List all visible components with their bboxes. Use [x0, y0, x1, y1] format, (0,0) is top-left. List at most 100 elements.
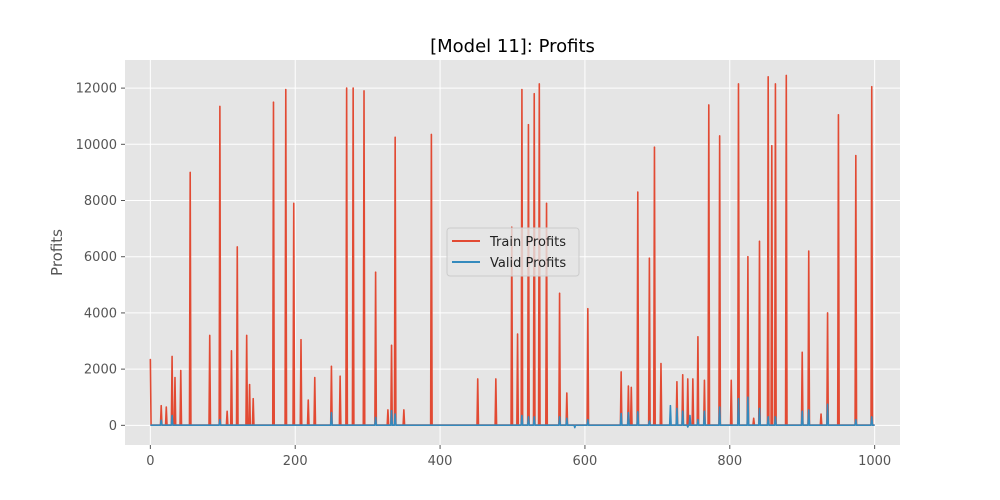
train-profits-point	[160, 405, 162, 407]
x-tick-label: 800	[717, 454, 742, 469]
legend-valid-label: Valid Profits	[490, 256, 566, 271]
train-profits-point	[375, 271, 377, 273]
train-profits-point	[566, 392, 568, 394]
train-profits-point	[403, 409, 405, 411]
train-profits-point	[747, 256, 749, 258]
train-profits-point	[272, 101, 275, 103]
train-profits-point	[687, 378, 689, 380]
valid-profits-point	[375, 416, 377, 419]
train-profits-point	[648, 257, 650, 259]
y-tick-label: 8000	[84, 194, 117, 209]
train-profits-point	[871, 86, 873, 88]
train-profits-point	[307, 399, 309, 401]
valid-profits-point	[703, 410, 706, 412]
valid-profits-point	[171, 414, 173, 417]
train-profits-point	[719, 135, 721, 137]
train-profits-point	[855, 154, 857, 157]
x-tick-label: 400	[428, 454, 453, 469]
train-profits-point	[771, 145, 773, 147]
train-profits-point	[165, 406, 167, 408]
train-profits-point	[697, 336, 699, 338]
train-profits-point	[627, 385, 629, 387]
train-profits-point	[495, 378, 497, 380]
valid-profits-point	[160, 419, 162, 421]
train-profits-point	[226, 410, 228, 412]
train-profits-point	[533, 93, 535, 95]
valid-profits-point	[394, 413, 396, 415]
train-profits-point	[558, 292, 561, 294]
train-profits-point	[363, 90, 365, 92]
valid-profits-point	[620, 412, 622, 415]
y-tick-label: 2000	[84, 363, 117, 378]
y-axis-ticks: 0 2000 4000 6000 8000 10000 12000	[76, 82, 125, 434]
valid-profits-point	[648, 420, 650, 422]
train-profits-point	[730, 379, 732, 381]
train-profits-point	[252, 398, 254, 400]
train-profits-point	[394, 136, 396, 138]
valid-profits-point	[801, 410, 803, 412]
valid-profits-point	[627, 412, 629, 414]
train-profits-point	[774, 83, 777, 85]
train-profits-point	[837, 114, 840, 116]
train-profits-point	[637, 191, 639, 193]
x-tick-label: 600	[573, 454, 598, 469]
train-profits-point	[346, 87, 348, 89]
train-profits-point	[753, 417, 755, 419]
valid-profits-point	[574, 426, 576, 429]
valid-profits-point	[219, 419, 221, 421]
valid-profits-point	[871, 416, 873, 418]
train-profits-point	[767, 76, 769, 78]
valid-profits-point	[637, 411, 639, 413]
valid-profits-point	[855, 419, 857, 421]
train-profits-point	[390, 344, 393, 346]
series-lines	[149, 74, 875, 429]
train-profits-point	[820, 413, 822, 415]
train-profits-point	[387, 409, 389, 411]
train-profits-point	[708, 104, 710, 106]
valid-profits-point	[330, 412, 333, 414]
train-profits-point	[171, 355, 173, 358]
train-profits-point	[246, 334, 248, 336]
x-tick-label: 1000	[858, 454, 891, 469]
chart-title: [Model 11]: Profits	[430, 36, 595, 57]
train-profits-point	[174, 376, 176, 379]
train-profits-point	[703, 379, 706, 381]
train-profits-point	[248, 383, 251, 386]
train-profits-point	[758, 240, 761, 242]
train-profits-point	[737, 83, 740, 85]
valid-profits-point	[676, 407, 678, 410]
train-profits-point	[660, 362, 662, 365]
train-profits-point	[527, 124, 530, 126]
train-profits-point	[189, 171, 191, 174]
valid-profits-point	[747, 396, 749, 398]
train-profits-point	[653, 146, 656, 148]
train-profits-point	[330, 365, 333, 367]
valid-profits-point	[689, 414, 691, 417]
y-tick-label: 6000	[84, 250, 117, 265]
train-profits-point	[785, 74, 787, 77]
valid-profits-point	[826, 403, 829, 405]
train-profits-point	[339, 375, 341, 377]
legend-train-label: Train Profits	[489, 235, 566, 250]
train-profits-point	[236, 246, 238, 248]
y-tick-label: 4000	[84, 306, 117, 321]
train-profits-point	[826, 312, 829, 314]
valid-profits-point	[808, 409, 810, 411]
legend: Train Profits Valid Profits	[446, 227, 580, 277]
valid-profits-point	[669, 405, 672, 407]
valid-profits-point	[533, 416, 535, 418]
valid-profits-point	[521, 414, 523, 417]
train-profits-point	[285, 88, 287, 91]
train-profits-point	[587, 308, 589, 310]
train-profits-point	[545, 202, 548, 204]
y-axis-label: Profits	[48, 229, 66, 276]
train-profits-point	[314, 376, 316, 379]
y-tick-label: 0	[109, 419, 117, 434]
train-profits-point	[149, 358, 151, 360]
valid-profits-point	[767, 416, 769, 418]
train-profits-point	[801, 351, 803, 353]
train-profits-point	[209, 334, 211, 336]
valid-profits-point	[737, 398, 740, 400]
valid-profits-line	[150, 396, 875, 429]
